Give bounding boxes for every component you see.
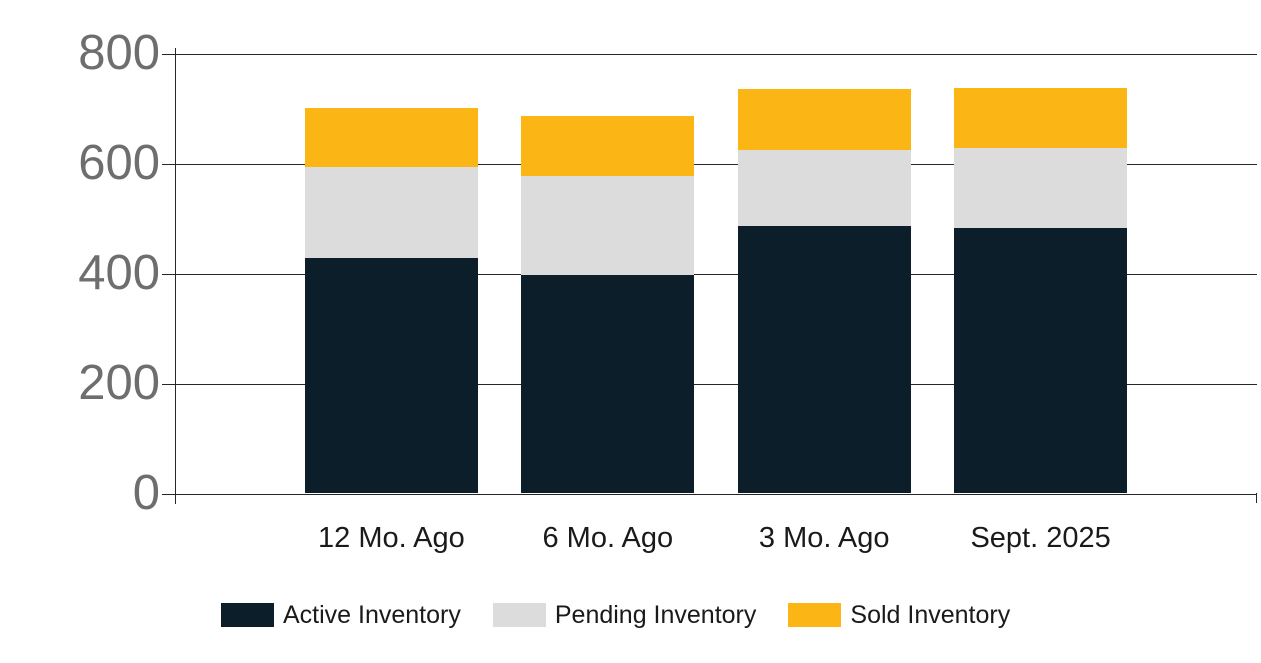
x-axis-end-tick — [1256, 493, 1257, 503]
x-axis-category-label: 12 Mo. Ago — [318, 522, 465, 554]
bar-sept-2025 — [954, 88, 1128, 493]
bar-segment-pending-inventory — [521, 176, 695, 276]
legend-label: Active Inventory — [283, 601, 461, 629]
legend-item-sold-inventory: Sold Inventory — [788, 600, 1010, 630]
legend-swatch-sold — [788, 603, 842, 627]
legend-item-pending-inventory: Pending Inventory — [492, 600, 757, 630]
bar-segment-sold-inventory — [304, 108, 478, 167]
gridline-200 — [162, 383, 1257, 385]
gridline-0 — [162, 493, 1257, 495]
gridline-800 — [162, 53, 1257, 55]
bar-segment-active-inventory — [521, 275, 695, 493]
legend-item-active-inventory: Active Inventory — [221, 600, 461, 630]
bar-12-mo-ago — [304, 108, 478, 493]
gridline-400 — [162, 273, 1257, 275]
plot-area: 0 200 400 600 800 12 Mo. Ago 6 Mo. Ago 3 Mo. Ag… — [78, 29, 1257, 554]
bar-segment-pending-inventory — [954, 148, 1128, 228]
gridline-600 — [162, 163, 1257, 165]
legend-swatch-active — [221, 603, 274, 627]
y-axis-tick-label-800: 800 — [78, 26, 160, 80]
bar-segment-active-inventory — [954, 227, 1128, 493]
bar-segment-pending-inventory — [304, 166, 478, 258]
bar-segment-active-inventory — [737, 226, 911, 493]
y-axis-tick-label-200: 200 — [78, 356, 160, 410]
legend-label: Pending Inventory — [554, 601, 757, 629]
y-axis-line — [175, 48, 176, 504]
y-axis-tick-label-0: 0 — [132, 466, 160, 520]
x-axis-category-label: 6 Mo. Ago — [542, 522, 674, 554]
bar-segment-sold-inventory — [521, 115, 695, 177]
bar-segment-sold-inventory — [954, 88, 1128, 149]
bar-segment-active-inventory — [304, 257, 478, 493]
bar-segment-sold-inventory — [737, 88, 911, 150]
bar-segment-pending-inventory — [737, 149, 911, 227]
x-axis-category-label: 3 Mo. Ago — [758, 522, 890, 554]
y-axis-tick-label-400: 400 — [78, 246, 160, 300]
legend: Active Inventory Pending Inventory Sold In… — [221, 600, 1010, 630]
bar-6-mo-ago — [521, 115, 695, 493]
x-axis-category-label: Sept. 2025 — [970, 522, 1111, 554]
bar-3-mo-ago — [737, 88, 911, 493]
legend-label: Sold Inventory — [850, 601, 1011, 629]
y-axis-tick-label-600: 600 — [78, 136, 160, 190]
legend-swatch-pending — [492, 603, 546, 627]
